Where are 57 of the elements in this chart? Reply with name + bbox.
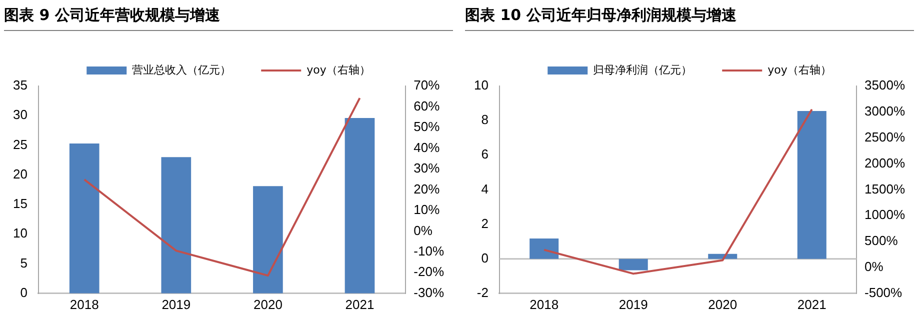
- x-tick-label: 2019: [618, 296, 648, 312]
- bar: [69, 143, 100, 294]
- y-tick-label: 2: [481, 216, 488, 231]
- y2-tick-label: 30%: [414, 160, 440, 176]
- x-tick-label: 2019: [162, 296, 191, 312]
- x-tick-label: 2020: [253, 296, 282, 312]
- chart-title: 图表 10 公司近年归母净利润规模与增速: [465, 0, 914, 31]
- y2-tick-label: -20%: [414, 264, 444, 280]
- y2-tick-label: 10%: [414, 202, 440, 218]
- x-tick-label: 2018: [530, 296, 559, 312]
- bar: [797, 111, 826, 259]
- x-tick-label: 2020: [708, 296, 738, 312]
- bar: [708, 254, 738, 259]
- y2-tick-label: 0%: [864, 259, 884, 274]
- y2-tick-label: -500%: [864, 284, 903, 300]
- legend-label: yoy（右轴）: [306, 63, 370, 76]
- bar: [253, 186, 283, 294]
- y-tick-label: 20: [12, 166, 28, 182]
- y-tick-label: 35: [12, 78, 28, 93]
- bar: [344, 118, 375, 294]
- y-tick-label: 0: [20, 284, 28, 300]
- y2-tick-label: 40%: [414, 140, 440, 155]
- x-tick-label: 2018: [70, 296, 99, 312]
- x-tick-label: 2021: [345, 296, 374, 312]
- y-tick-label: 6: [481, 146, 488, 162]
- y2-tick-label: 2500%: [864, 129, 906, 144]
- y-tick-label: 10: [12, 226, 28, 241]
- y2-tick-label: -10%: [414, 244, 444, 258]
- y2-tick-label: 1000%: [864, 207, 906, 222]
- bar: [161, 157, 192, 294]
- bar: [618, 258, 648, 270]
- y2-tick-label: 3500%: [864, 78, 906, 93]
- bar: [530, 238, 559, 259]
- y-tick-label: 30: [12, 107, 28, 122]
- y2-tick-label: 0%: [414, 222, 433, 238]
- y-tick-label: 25: [12, 136, 28, 152]
- y2-tick-label: 50%: [414, 119, 440, 134]
- y-tick-label: 5: [20, 255, 28, 270]
- x-tick-label: 2021: [797, 296, 826, 312]
- chart-title: 图表 9 公司近年营收规模与增速: [4, 0, 453, 31]
- y2-tick-label: 3000%: [864, 104, 906, 119]
- y-tick-label: 15: [12, 196, 28, 212]
- legend-label: yoy（右轴）: [768, 63, 832, 76]
- y-tick-label: -2: [476, 284, 488, 300]
- y2-tick-label: 60%: [414, 98, 440, 114]
- legend-label: 营业总收入（亿元）: [132, 63, 232, 76]
- y2-tick-label: 500%: [864, 233, 898, 248]
- y-tick-label: 10: [474, 78, 488, 93]
- y2-tick-label: 20%: [414, 181, 440, 196]
- y-tick-label: 0: [481, 250, 488, 266]
- y2-tick-label: 2000%: [864, 155, 906, 170]
- y-tick-label: 4: [481, 181, 488, 196]
- legend-label: 归母净利润（亿元）: [593, 63, 692, 76]
- y2-tick-label: -30%: [414, 284, 444, 300]
- y2-tick-label: 70%: [414, 78, 440, 93]
- y2-tick-label: 1500%: [864, 181, 906, 196]
- y-tick-label: 8: [481, 112, 488, 128]
